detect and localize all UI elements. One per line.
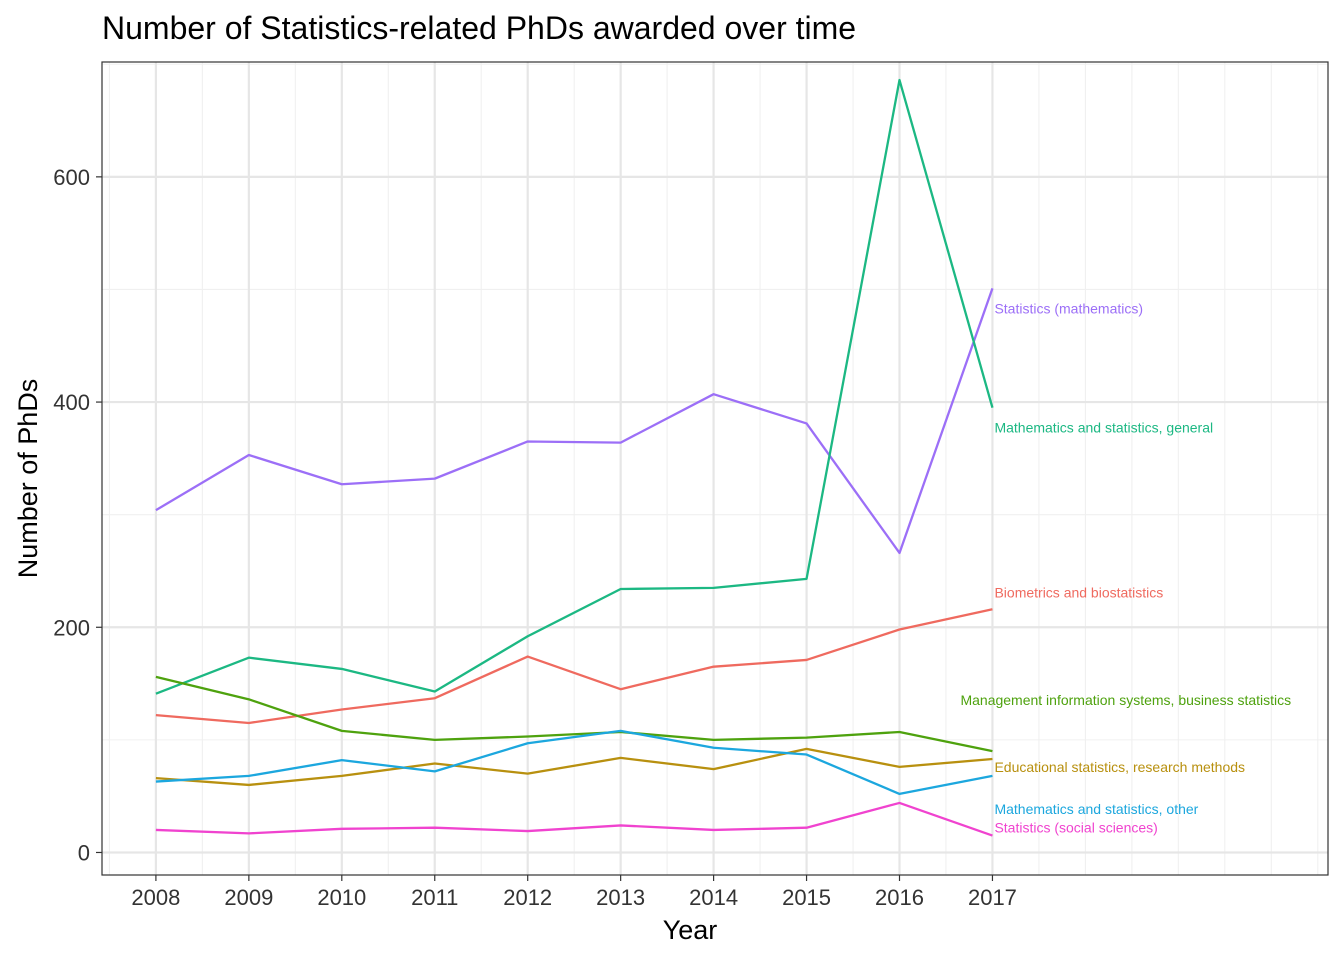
series-label-3: Biometrics and biostatistics bbox=[994, 584, 1163, 600]
x-tick-label: 2013 bbox=[596, 885, 645, 910]
y-tick-label: 400 bbox=[53, 390, 90, 415]
series-line-6 bbox=[155, 729, 993, 796]
x-tick-label: 2015 bbox=[782, 885, 831, 910]
chart-title: Number of Statistics-related PhDs awarde… bbox=[102, 10, 856, 46]
series-labels: Statistics (mathematics) Mathematics and … bbox=[960, 300, 1291, 835]
y-tick-label: 600 bbox=[53, 165, 90, 190]
x-tick-label: 2014 bbox=[689, 885, 738, 910]
series-line-7 bbox=[155, 801, 993, 837]
series-label-4: Management information systems, business… bbox=[960, 692, 1291, 708]
x-axis-title: Year bbox=[663, 915, 718, 945]
series-lines bbox=[155, 78, 994, 837]
series-line-1 bbox=[155, 287, 994, 555]
series-label-6: Mathematics and statistics, other bbox=[994, 801, 1198, 817]
plot-panel-border bbox=[101, 61, 1329, 876]
y-axis-title: Number of PhDs bbox=[13, 379, 43, 579]
series-label-2: Mathematics and statistics, general bbox=[994, 420, 1213, 436]
series-label-5: Educational statistics, research methods bbox=[994, 759, 1245, 775]
x-tick-label: 2017 bbox=[968, 885, 1017, 910]
x-tick-label: 2009 bbox=[224, 885, 273, 910]
x-tick-label: 2010 bbox=[317, 885, 366, 910]
axes: 0 200 400 600 2008 2009 2010 2011 2012 2013 2014 20… bbox=[53, 165, 1017, 910]
series-line-2 bbox=[155, 78, 994, 695]
series-line-4 bbox=[155, 675, 993, 753]
y-tick-label: 200 bbox=[53, 615, 90, 640]
x-tick-label: 2016 bbox=[875, 885, 924, 910]
series-label-1: Statistics (mathematics) bbox=[994, 300, 1143, 316]
x-tick-label: 2008 bbox=[131, 885, 180, 910]
series-label-7: Statistics (social sciences) bbox=[994, 820, 1157, 836]
y-tick-label: 0 bbox=[78, 840, 90, 865]
x-tick-label: 2011 bbox=[411, 885, 458, 910]
grid bbox=[102, 62, 1328, 875]
series-line-5 bbox=[155, 747, 993, 787]
x-tick-label: 2012 bbox=[503, 885, 552, 910]
